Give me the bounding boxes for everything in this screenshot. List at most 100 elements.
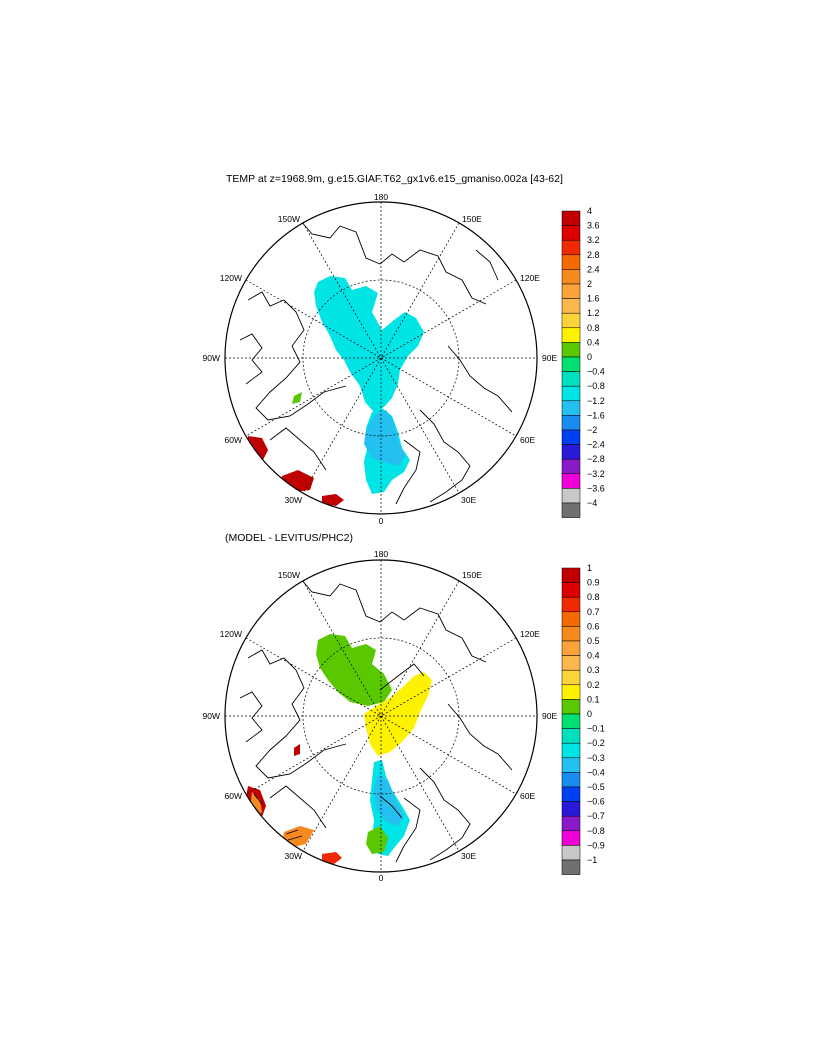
colorbar-tick-label: −0.2	[587, 738, 605, 748]
colorbar-tick-label: 0.3	[587, 665, 600, 675]
map-boundary-top	[224, 201, 538, 515]
lon-label-90e: 90E	[542, 711, 557, 721]
lon-label-150e: 150E	[462, 570, 482, 580]
colorbar-tick-label: −0.9	[587, 840, 605, 850]
colorbar-swatch	[561, 225, 581, 241]
graticule-bottom	[225, 560, 537, 872]
colorbar-swatch	[561, 684, 581, 700]
map-title-top: TEMP at z=1968.9m, g.e15.GIAF.T62_gx1v6.…	[226, 173, 563, 185]
lon-label-120e: 120E	[520, 629, 540, 639]
colorbar-swatch	[561, 611, 581, 627]
lon-label-120e: 120E	[520, 273, 540, 283]
colorbar-swatch	[561, 713, 581, 729]
graticule-top	[225, 202, 537, 514]
colorbar-swatch	[561, 210, 581, 226]
colorbar-tick-label: −1.6	[587, 410, 605, 420]
map-boundary-bottom	[224, 559, 538, 873]
colorbar-tick-label: 2.8	[587, 250, 600, 260]
field-green-region	[316, 634, 392, 706]
lon-label-120w: 120W	[220, 629, 242, 639]
colorbar-tick-label: −4	[587, 498, 597, 508]
colorbar-tick-label: 1.6	[587, 294, 600, 304]
colorbar-swatch	[561, 400, 581, 416]
colorbar-tick-label: 0.9	[587, 578, 600, 588]
lon-label-60e: 60E	[520, 435, 535, 445]
colorbar-swatch	[561, 444, 581, 460]
lon-label-180: 180	[374, 192, 388, 202]
colorbar-tick-label: 0.8	[587, 592, 600, 602]
colorbar-swatch	[561, 298, 581, 314]
field-blue-region	[364, 410, 406, 466]
lon-label-90w: 90W	[203, 353, 220, 363]
colorbar-swatch	[561, 699, 581, 715]
colorbar-swatch	[561, 669, 581, 686]
colorbar-tick-label: 2.4	[587, 264, 600, 274]
colorbar-swatch	[561, 801, 581, 817]
lon-label-60e: 60E	[520, 791, 535, 801]
colorbar-swatch	[561, 356, 581, 372]
lon-label-30e: 30E	[461, 851, 476, 861]
map-title-bottom: (MODEL - LEVITUS/PHC2)	[225, 532, 353, 544]
colorbar-tick-label: 0.2	[587, 680, 600, 690]
colorbar-swatch	[561, 429, 581, 445]
colorbar-swatch	[561, 728, 581, 744]
lon-label-60w: 60W	[225, 791, 242, 801]
field-red-region-south	[322, 852, 342, 864]
colorbar-swatch	[561, 772, 581, 788]
colorbar-tick-label: 3.2	[587, 235, 600, 245]
field-red-spot	[294, 744, 300, 756]
colorbar-swatch	[561, 312, 581, 329]
colorbar-tick-label: −0.5	[587, 782, 605, 792]
field-blue-region	[374, 774, 404, 826]
field-yellow-region	[364, 672, 432, 756]
lon-label-30w: 30W	[285, 495, 302, 505]
colorbar-swatch	[561, 596, 581, 613]
map-fields-top	[239, 219, 513, 506]
colorbar-tick-label: 0.5	[587, 636, 600, 646]
colorbar-tick-label: −0.4	[587, 767, 605, 777]
lon-label-120w: 120W	[220, 273, 242, 283]
colorbar-tick-label: −1	[587, 855, 597, 865]
lon-label-30e: 30E	[461, 495, 476, 505]
colorbar-swatch	[561, 269, 581, 285]
colorbar-swatch	[561, 502, 581, 518]
colorbar-swatch	[561, 815, 581, 832]
colorbar-swatch	[561, 371, 581, 387]
polar-map-difference: 180 0 90W 90E 150W 150E 120W 120E 60W 60…	[203, 549, 605, 883]
colorbar-tick-label: 0.7	[587, 607, 600, 617]
coastlines-top	[239, 219, 513, 505]
colorbar-tick-label: −3.6	[587, 483, 605, 493]
colorbar-swatch	[561, 385, 581, 402]
colorbar-tick-label: 0.1	[587, 694, 600, 704]
colorbar-swatch	[561, 655, 581, 671]
colorbar-swatch	[561, 342, 581, 358]
field-green-spot	[292, 392, 302, 404]
lon-label-150w: 150W	[278, 570, 300, 580]
colorbar-swatch	[561, 640, 581, 656]
colorbar-swatch	[561, 786, 581, 802]
map-fields-bottom	[239, 577, 513, 864]
colorbar-tick-label: 1.2	[587, 308, 600, 318]
colorbar-tick-label: −2	[587, 425, 597, 435]
colorbar-swatch	[561, 859, 581, 875]
colorbar-swatch	[561, 415, 581, 431]
colorbar-swatch	[561, 626, 581, 642]
colorbar-tick-label: −3.2	[587, 469, 605, 479]
lon-label-180: 180	[374, 549, 388, 559]
colorbar-tick-label: 2	[587, 279, 592, 289]
colorbar-swatch	[561, 830, 581, 846]
colorbar-swatch	[561, 845, 581, 861]
lon-label-90w: 90W	[203, 711, 220, 721]
colorbar-tick-label: 0.4	[587, 651, 600, 661]
lon-label-90e: 90E	[542, 353, 557, 363]
colorbar-tick-label: −0.7	[587, 811, 605, 821]
lon-label-30w: 30W	[285, 851, 302, 861]
colorbar-swatch	[561, 254, 581, 270]
colorbar-tick-label: 0	[587, 352, 592, 362]
colorbar-tick-label: −0.1	[587, 724, 605, 734]
colorbar-tick-label: −0.6	[587, 797, 605, 807]
lon-label-150w: 150W	[278, 214, 300, 224]
lon-label-0: 0	[379, 516, 384, 526]
colorbar-swatch	[561, 239, 581, 256]
